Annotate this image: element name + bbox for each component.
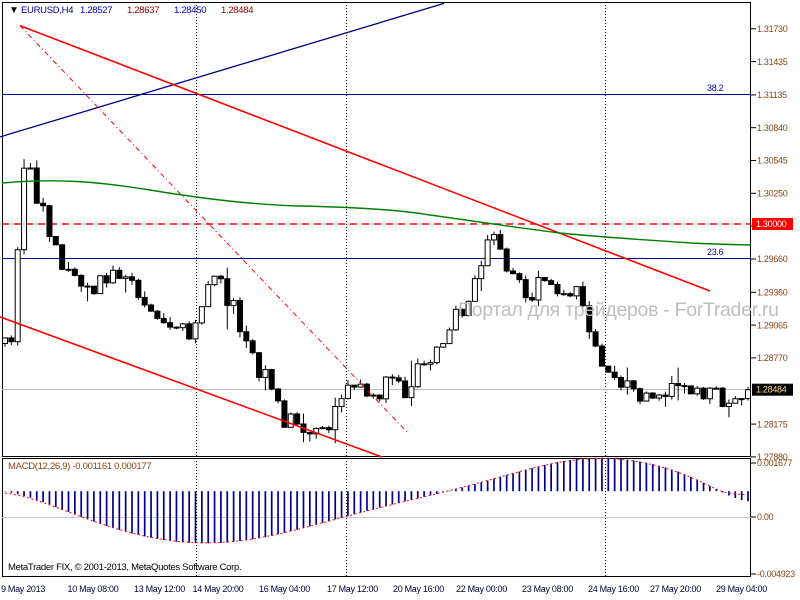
- svg-text:13 May 12:00: 13 May 12:00: [134, 584, 185, 594]
- svg-text:1.31435: 1.31435: [757, 57, 788, 67]
- svg-text:1.30840: 1.30840: [757, 123, 788, 133]
- svg-text:EURUSD,H4: EURUSD,H4: [21, 5, 73, 16]
- svg-text:0.001677: 0.001677: [757, 458, 792, 468]
- svg-text:1.30545: 1.30545: [757, 156, 788, 166]
- svg-text:MACD(12,26,9) -0.001161 0.0001: MACD(12,26,9) -0.001161 0.000177: [8, 461, 151, 472]
- svg-text:0.00: 0.00: [757, 512, 774, 522]
- svg-text:1.28637: 1.28637: [127, 5, 159, 16]
- svg-text:1.28450: 1.28450: [174, 5, 206, 16]
- svg-text:1.29360: 1.29360: [757, 288, 788, 298]
- svg-text:10 May 08:00: 10 May 08:00: [68, 584, 119, 594]
- svg-text:24 May 16:00: 24 May 16:00: [588, 584, 639, 594]
- svg-text:1.28484: 1.28484: [756, 385, 787, 395]
- svg-text:27 May 20:00: 27 May 20:00: [650, 584, 701, 594]
- svg-text:20 May 16:00: 20 May 16:00: [393, 584, 444, 594]
- svg-text:-0.004923: -0.004923: [757, 569, 795, 579]
- svg-text:1.28484: 1.28484: [221, 5, 253, 16]
- svg-text:Портал для трейдеров - ForTrad: Портал для трейдеров - ForTrader.ru: [458, 299, 779, 321]
- svg-text:1.31135: 1.31135: [757, 90, 787, 100]
- svg-text:16 May 04:00: 16 May 04:00: [259, 584, 310, 594]
- svg-text:23.6: 23.6: [707, 247, 724, 257]
- svg-text:1.28175: 1.28175: [757, 419, 788, 429]
- svg-text:1.28770: 1.28770: [757, 353, 788, 363]
- svg-text:23 May 08:00: 23 May 08:00: [522, 584, 573, 594]
- svg-text:38.2: 38.2: [707, 83, 724, 93]
- svg-text:▼: ▼: [9, 5, 19, 16]
- svg-text:22 May 00:00: 22 May 00:00: [456, 584, 507, 594]
- svg-text:29 May 04:00: 29 May 04:00: [716, 584, 767, 594]
- svg-text:14 May 20:00: 14 May 20:00: [193, 584, 244, 594]
- svg-text:17 May 12:00: 17 May 12:00: [327, 584, 378, 594]
- svg-text:1.29065: 1.29065: [757, 320, 788, 330]
- svg-text:1.28527: 1.28527: [80, 5, 112, 16]
- svg-text:MetaTrader FIX, © 2001-2013, M: MetaTrader FIX, © 2001-2013, MetaQuotes …: [8, 562, 241, 573]
- svg-text:1.30250: 1.30250: [757, 189, 788, 199]
- svg-text:1.30000: 1.30000: [756, 219, 787, 229]
- svg-text:9 May 2013: 9 May 2013: [1, 584, 45, 594]
- svg-text:1.31730: 1.31730: [757, 24, 788, 34]
- svg-text:1.29660: 1.29660: [757, 254, 788, 264]
